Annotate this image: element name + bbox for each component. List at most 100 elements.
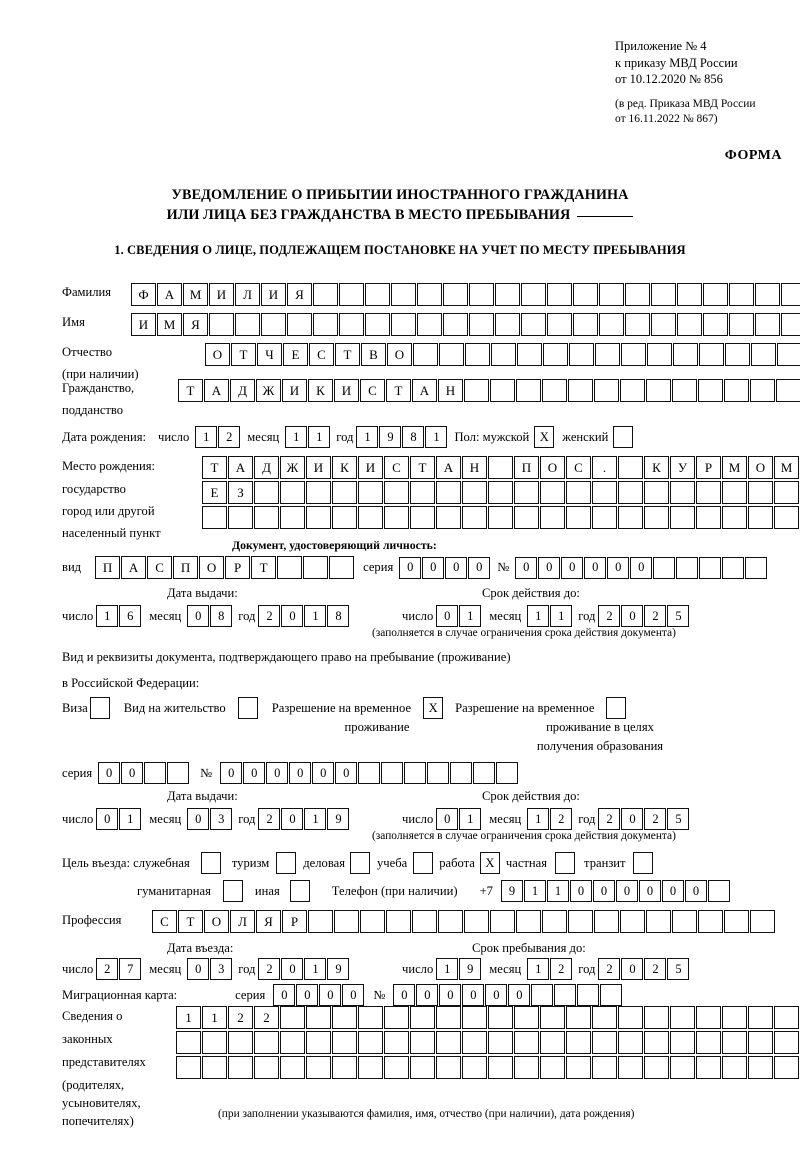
char-cell[interactable] [566, 481, 591, 504]
char-cell[interactable]: 2 [254, 1006, 279, 1029]
char-cell[interactable] [573, 313, 598, 336]
char-cell[interactable]: 0 [96, 808, 119, 830]
char-cell[interactable]: 0 [335, 762, 358, 784]
char-cell[interactable] [595, 343, 620, 366]
char-cell[interactable] [644, 506, 669, 529]
char-cell[interactable] [358, 1056, 383, 1079]
char-cell[interactable] [573, 283, 598, 306]
char-cell[interactable]: 1 [304, 808, 327, 830]
char-cell[interactable]: 0 [621, 958, 644, 980]
char-cell[interactable] [462, 1006, 487, 1029]
char-cell[interactable]: 0 [296, 984, 319, 1006]
char-cell[interactable]: 0 [462, 984, 485, 1006]
char-cell[interactable] [722, 1006, 747, 1029]
char-cell[interactable]: 0 [416, 984, 439, 1006]
char-cell[interactable] [748, 506, 773, 529]
char-cell[interactable]: 3 [210, 808, 233, 830]
char-cell[interactable]: 5 [667, 808, 690, 830]
char-cell[interactable] [566, 1031, 591, 1054]
char-cell[interactable] [670, 481, 695, 504]
char-cell[interactable] [647, 343, 672, 366]
char-cell[interactable] [722, 1056, 747, 1079]
char-cell[interactable]: 0 [584, 556, 607, 579]
char-cell[interactable] [568, 910, 593, 933]
char-cell[interactable]: О [748, 456, 773, 479]
checkbox-purpose-work[interactable]: X [479, 852, 500, 874]
char-cell[interactable] [254, 1056, 279, 1079]
char-cell[interactable] [313, 283, 338, 306]
char-cell[interactable] [339, 283, 364, 306]
char-cell[interactable] [280, 1056, 305, 1079]
char-cell[interactable] [427, 762, 450, 784]
char-cell[interactable] [699, 556, 722, 579]
char-cell[interactable] [670, 1031, 695, 1054]
checkbox-residence-permit[interactable] [237, 697, 258, 719]
char-cell[interactable]: И [282, 379, 307, 402]
char-cell[interactable] [167, 762, 190, 784]
char-cell[interactable]: 5 [667, 958, 690, 980]
char-cell[interactable]: С [309, 343, 334, 366]
char-cell[interactable] [600, 984, 623, 1006]
char-cell[interactable] [750, 910, 775, 933]
char-cell[interactable] [540, 481, 565, 504]
char-cell[interactable]: 0 [281, 605, 304, 627]
char-cell[interactable]: Ф [131, 283, 156, 306]
char-cell[interactable]: Р [696, 456, 721, 479]
char-cell[interactable]: 9 [500, 880, 523, 902]
char-cell[interactable] [209, 313, 234, 336]
char-cell[interactable] [673, 343, 698, 366]
char-cell[interactable]: Т [410, 456, 435, 479]
char-cell[interactable]: 2 [96, 958, 119, 980]
char-cell[interactable] [677, 283, 702, 306]
char-cell[interactable] [436, 481, 461, 504]
char-cell[interactable]: 2 [550, 958, 573, 980]
char-cell[interactable]: 1 [459, 808, 482, 830]
char-cell[interactable]: 0 [187, 605, 210, 627]
char-cell[interactable] [488, 481, 513, 504]
char-cell[interactable]: Л [235, 283, 260, 306]
char-cell[interactable]: Н [462, 456, 487, 479]
char-cell[interactable] [464, 910, 489, 933]
char-cell[interactable] [495, 283, 520, 306]
char-cell[interactable]: 0 [266, 762, 289, 784]
char-cell[interactable] [781, 283, 800, 306]
char-cell[interactable] [651, 313, 676, 336]
checkbox-visa[interactable] [89, 697, 110, 719]
char-cell[interactable] [774, 481, 799, 504]
char-cell[interactable] [386, 910, 411, 933]
char-cell[interactable] [280, 1006, 305, 1029]
char-cell[interactable] [358, 1006, 383, 1029]
char-cell[interactable] [306, 506, 331, 529]
char-cell[interactable] [176, 1056, 201, 1079]
char-cell[interactable] [358, 481, 383, 504]
char-cell[interactable]: О [205, 343, 230, 366]
char-cell[interactable]: И [358, 456, 383, 479]
char-cell[interactable]: К [332, 456, 357, 479]
char-cell[interactable]: 0 [98, 762, 121, 784]
char-cell[interactable]: 0 [436, 605, 459, 627]
char-cell[interactable]: 0 [187, 958, 210, 980]
char-cell[interactable]: С [360, 379, 385, 402]
char-cell[interactable]: 8 [210, 605, 233, 627]
char-cell[interactable] [384, 481, 409, 504]
char-cell[interactable] [646, 379, 671, 402]
char-cell[interactable] [722, 1031, 747, 1054]
char-cell[interactable]: 1 [546, 880, 569, 902]
char-cell[interactable]: О [387, 343, 412, 366]
char-cell[interactable] [384, 1056, 409, 1079]
char-cell[interactable]: Р [225, 556, 251, 579]
